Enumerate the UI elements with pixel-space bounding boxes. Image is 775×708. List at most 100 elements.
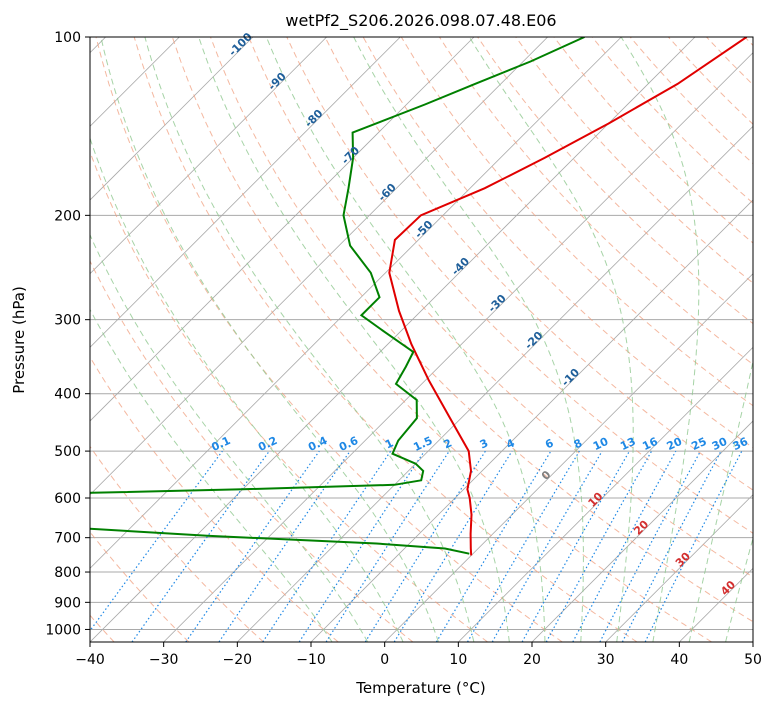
mixing-ratio-line bbox=[393, 450, 513, 642]
y-tick-label: 400 bbox=[54, 387, 81, 403]
moist-adiabat-line bbox=[144, 37, 475, 642]
temperature-profile-line bbox=[388, 37, 748, 556]
isotherm-line bbox=[237, 125, 753, 642]
chart-axes: −40 −30 −20 −10 0 10 20 30 40 50 1000 900 800 700 600 5… bbox=[45, 30, 762, 668]
mixing-ratio-label: 10 bbox=[591, 435, 611, 453]
dry-adiabat-line bbox=[324, 37, 753, 491]
isotherm-line bbox=[605, 494, 753, 642]
adiabat-label: -30 bbox=[486, 292, 509, 315]
x-tick-label: 50 bbox=[744, 652, 762, 668]
chart-grid bbox=[90, 37, 753, 642]
dry-adiabat-line bbox=[90, 445, 264, 642]
isotherm-line bbox=[531, 420, 753, 642]
x-tick-label: 0 bbox=[380, 652, 389, 668]
y-tick-label: 800 bbox=[54, 565, 81, 581]
mixing-ratio-line bbox=[262, 450, 392, 642]
mixing-ratio-line bbox=[599, 450, 702, 642]
adiabat-label: -80 bbox=[302, 107, 325, 130]
mixing-ratio-line bbox=[218, 450, 351, 642]
mixing-ratio-label: 20 bbox=[665, 435, 685, 453]
isotherm-line bbox=[90, 37, 401, 348]
mixing-ratio-line bbox=[545, 450, 653, 642]
moist-adiabat-line bbox=[100, 37, 439, 642]
mixing-ratio-line bbox=[185, 450, 320, 642]
isotherm-line bbox=[679, 567, 753, 642]
x-tick-label: 30 bbox=[597, 652, 615, 668]
y-axis-label: Pressure (hPa) bbox=[10, 286, 28, 394]
isotherm-line bbox=[163, 52, 753, 642]
adiabat-label: -20 bbox=[522, 329, 545, 352]
adiabat-label: 40 bbox=[718, 578, 738, 598]
x-tick-label: −30 bbox=[149, 652, 179, 668]
chart-series bbox=[90, 37, 748, 556]
moist-adiabat-line bbox=[353, 37, 584, 642]
adiabat-label: 20 bbox=[631, 517, 651, 537]
mixing-ratio-line bbox=[298, 450, 425, 642]
mixing-ratio-line bbox=[644, 450, 743, 642]
dry-adiabat-line bbox=[286, 37, 753, 534]
moist-adiabat-line bbox=[90, 136, 404, 642]
dry-adiabat-line bbox=[515, 37, 753, 284]
adiabat-label: -90 bbox=[266, 70, 289, 93]
y-tick-label: 200 bbox=[54, 208, 81, 224]
isotherm-line bbox=[458, 346, 753, 642]
dewpoint-profile-line bbox=[90, 37, 585, 555]
y-tick-label: 700 bbox=[54, 531, 81, 547]
moist-adiabat-line bbox=[725, 536, 753, 642]
mixing-ratio-label: 4 bbox=[504, 436, 517, 451]
mixing-ratio-label: 36 bbox=[731, 435, 751, 453]
isotherm-line bbox=[90, 37, 548, 496]
isotherm-line bbox=[90, 37, 696, 642]
mixing-ratio-label: 3 bbox=[478, 436, 490, 451]
mixing-ratio-label: 16 bbox=[640, 435, 660, 453]
dry-adiabat-line bbox=[95, 37, 563, 642]
isotherm-line bbox=[752, 641, 753, 642]
adiabat-label: -10 bbox=[559, 366, 582, 389]
y-tick-label: 1000 bbox=[45, 622, 81, 638]
chart-title: wetPf2_S206.2026.098.07.48.E06 bbox=[285, 11, 556, 31]
dry-adiabat-line bbox=[133, 37, 638, 642]
dry-adiabat-line bbox=[210, 37, 753, 623]
x-tick-label: −40 bbox=[75, 652, 105, 668]
isotherm-line bbox=[384, 273, 753, 642]
x-axis-label: Temperature (°C) bbox=[355, 679, 485, 697]
moist-adiabat-line bbox=[468, 37, 634, 642]
dry-adiabat-line bbox=[90, 531, 190, 642]
isotherm-line bbox=[90, 37, 327, 275]
dry-adiabat-line bbox=[90, 150, 488, 642]
dry-adiabat-line bbox=[553, 37, 753, 244]
mixing-ratio-label: 30 bbox=[710, 435, 730, 453]
moist-adiabat-line bbox=[90, 308, 333, 642]
moist-adiabat-line bbox=[688, 358, 753, 642]
dry-adiabat-line bbox=[90, 356, 339, 642]
dry-adiabat-line bbox=[90, 259, 414, 642]
dry-adiabat-line bbox=[706, 37, 753, 86]
mixing-ratio-line bbox=[90, 450, 223, 632]
adiabat-label: 10 bbox=[586, 490, 606, 510]
moist-adiabat-line bbox=[265, 37, 546, 642]
moist-adiabat-line bbox=[90, 233, 369, 642]
mixing-ratio-line bbox=[521, 450, 631, 642]
y-tick-label: 100 bbox=[54, 30, 81, 46]
mixing-ratio-label: 6 bbox=[543, 436, 556, 451]
mixing-ratio-label: 13 bbox=[618, 435, 637, 453]
adiabat-label: -70 bbox=[339, 144, 362, 167]
y-tick-label: 600 bbox=[54, 491, 81, 507]
y-tick-label: 300 bbox=[54, 313, 81, 329]
mixing-ratio-line bbox=[435, 450, 552, 642]
mixing-ratio-line bbox=[131, 450, 270, 642]
y-tick-label: 500 bbox=[54, 444, 81, 460]
adiabat-label: -100 bbox=[226, 30, 255, 59]
adiabat-label: -40 bbox=[449, 255, 472, 278]
x-tick-label: −20 bbox=[223, 652, 253, 668]
dry-adiabat-line bbox=[248, 37, 753, 578]
x-tick-label: 40 bbox=[670, 652, 688, 668]
mixing-ratio-label: 25 bbox=[689, 435, 708, 453]
dry-adiabat-line bbox=[171, 37, 712, 642]
x-tick-label: 10 bbox=[449, 652, 467, 668]
isotherm-line bbox=[90, 37, 475, 422]
adiabat-label: -60 bbox=[376, 181, 399, 204]
isotherm-line bbox=[90, 37, 622, 569]
x-tick-label: −10 bbox=[296, 652, 326, 668]
